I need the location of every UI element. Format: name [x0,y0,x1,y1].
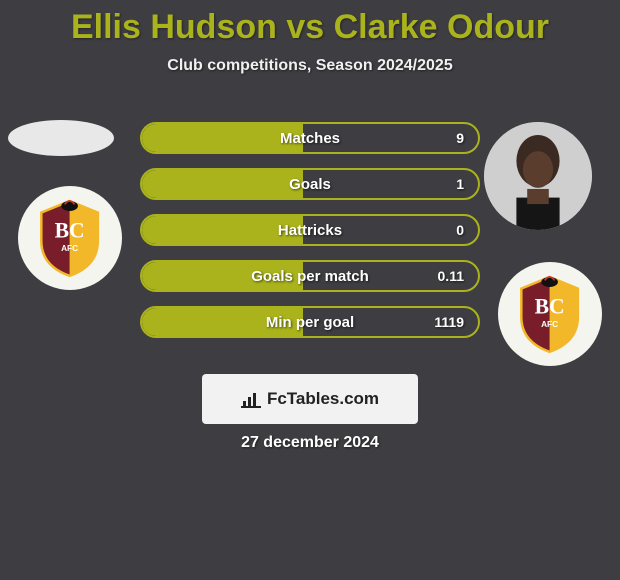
stat-label: Matches [142,124,478,152]
date-text: 27 december 2024 [0,434,620,452]
club-crest-left: BC AFC [18,186,122,290]
subtitle: Club competitions, Season 2024/2025 [0,57,620,75]
stat-label: Goals [142,170,478,198]
attribution-badge: FcTables.com [202,374,418,424]
stat-value: 0.11 [438,262,464,290]
crest-icon: BC AFC [508,272,591,355]
stat-value: 1119 [434,308,464,336]
stat-row-min-per-goal: Min per goal 1119 [140,306,480,338]
stat-label: Goals per match [142,262,478,290]
stat-row-goals-per-match: Goals per match 0.11 [140,260,480,292]
crest-icon: BC AFC [28,196,111,279]
player-right-avatar [484,122,592,230]
svg-text:AFC: AFC [541,319,558,329]
stat-row-matches: Matches 9 [140,122,480,154]
svg-text:BC: BC [55,219,85,243]
stat-label: Hattricks [142,216,478,244]
page-title: Ellis Hudson vs Clarke Odour [0,0,620,47]
avatar-placeholder-icon [484,122,592,230]
stats-panel: Matches 9 Goals 1 Hattricks 0 Goals per … [140,122,480,352]
player-left-avatar [8,120,114,156]
stat-row-goals: Goals 1 [140,168,480,200]
stat-value: 1 [456,170,464,198]
svg-text:AFC: AFC [61,243,78,253]
stat-label: Min per goal [142,308,478,336]
attribution-text: FcTables.com [267,389,379,409]
stat-value: 0 [456,216,464,244]
stat-value: 9 [456,124,464,152]
svg-text:BC: BC [535,295,565,319]
club-crest-right: BC AFC [498,262,602,366]
stat-row-hattricks: Hattricks 0 [140,214,480,246]
bar-chart-icon [241,389,261,409]
